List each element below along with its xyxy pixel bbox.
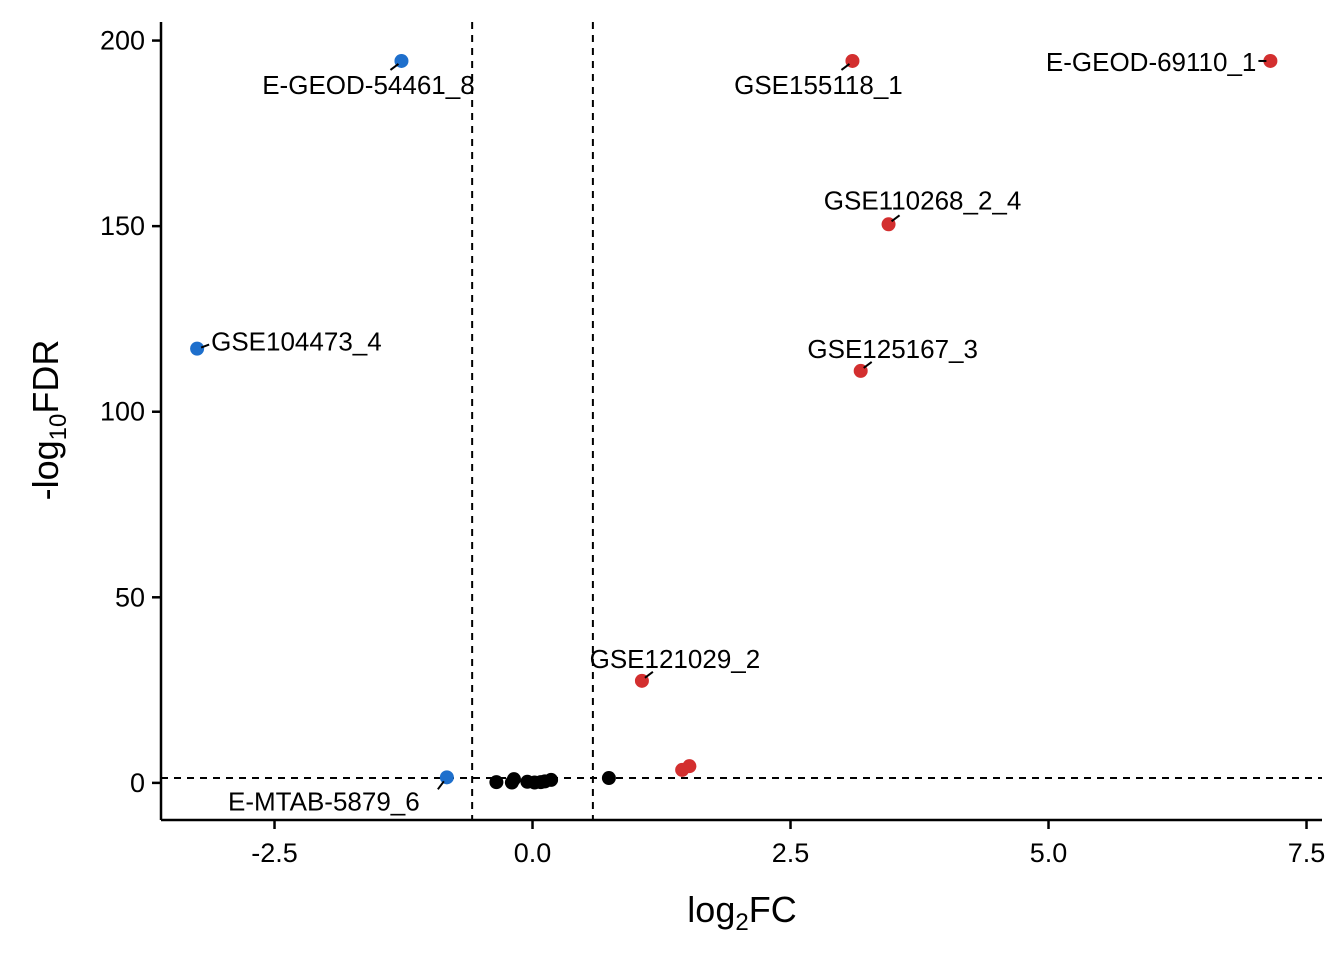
data-point: [544, 772, 559, 787]
axes: -2.5 0.0 2.5 5.0 7.5 0 50 100 150 200: [100, 22, 1325, 868]
y-tick-label: 0: [130, 768, 145, 798]
x-tick-label: 5.0: [1030, 838, 1068, 868]
point-label: E-MTAB-5879_6: [228, 786, 420, 816]
x-tick-label: 7.5: [1288, 838, 1326, 868]
label-leader-line: [200, 343, 210, 349]
point-label: GSE125167_3: [807, 334, 978, 364]
y-tick-label: 50: [115, 582, 145, 612]
label-leader-line: [890, 214, 901, 223]
data-point: [489, 775, 504, 790]
x-tick-label: -2.5: [251, 838, 298, 868]
point-label: E-GEOD-54461_8: [262, 70, 474, 100]
data-points: [190, 53, 1278, 790]
label-leader-line: [863, 361, 873, 369]
y-axis-ticks: 0 50 100 150 200: [100, 26, 161, 798]
point-labels: E-GEOD-69110_1 GSE155118_1 GSE110268_2_4 GS…: [200, 47, 1267, 816]
point-label: GSE104473_4: [211, 327, 382, 357]
label-leader-line: [840, 63, 851, 71]
label-leader-line: [437, 780, 445, 790]
y-tick-label: 200: [100, 26, 145, 56]
point-label: GSE155118_1: [734, 70, 903, 100]
point-label: GSE121029_2: [590, 644, 761, 674]
label-leader-line: [644, 671, 654, 679]
data-point: [601, 771, 616, 786]
y-tick-label: 100: [100, 397, 145, 427]
x-axis-ticks: -2.5 0.0 2.5 5.0 7.5: [251, 820, 1325, 868]
x-tick-label: 2.5: [772, 838, 810, 868]
point-label: E-GEOD-69110_1: [1046, 47, 1257, 77]
x-tick-label: 0.0: [514, 838, 552, 868]
data-point: [675, 762, 690, 777]
x-axis-title: log2FC: [687, 889, 796, 936]
y-axis-title: -log10FDR: [25, 340, 72, 501]
y-tick-label: 150: [100, 211, 145, 241]
data-point: [439, 770, 454, 785]
data-point: [506, 772, 521, 787]
data-point: [190, 341, 205, 356]
threshold-lines: [161, 22, 1322, 820]
label-leader-line: [389, 63, 400, 71]
data-point: [1263, 53, 1278, 68]
point-label: GSE110268_2_4: [824, 185, 1022, 215]
